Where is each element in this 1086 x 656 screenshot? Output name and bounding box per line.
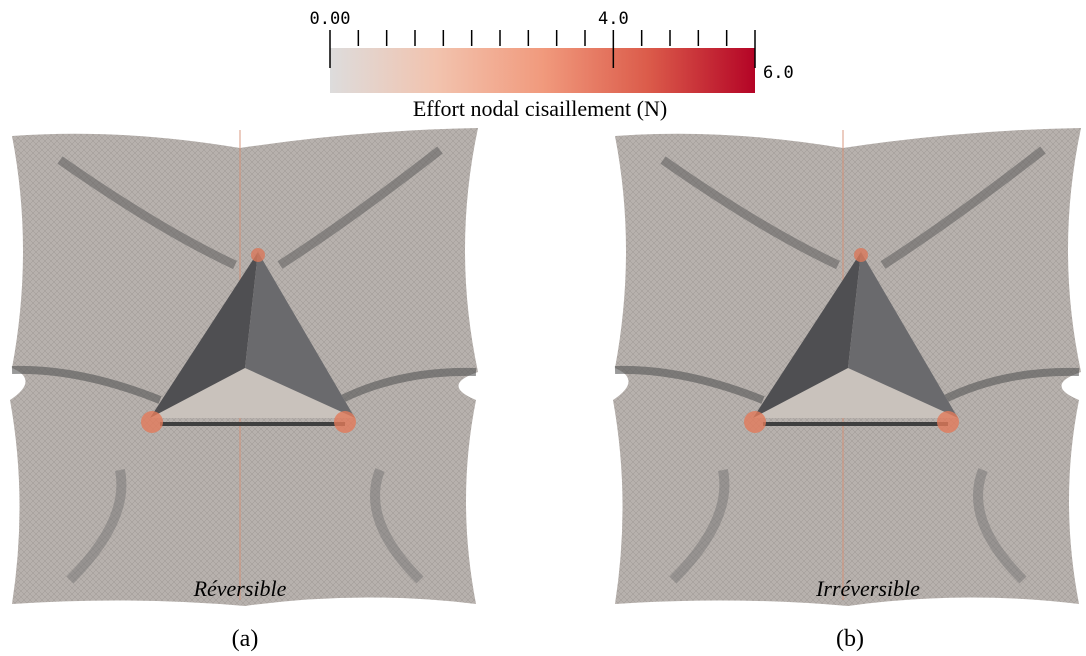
panel-label: (a) — [232, 626, 259, 652]
colorbar-title: Effort nodal cisaillement (N) — [413, 96, 667, 121]
tick-label: 4.0 — [598, 9, 629, 29]
tick-label: 6.0 — [763, 63, 794, 83]
simulation-image — [613, 128, 1081, 606]
panel-caption: Irréversible — [815, 576, 920, 601]
colorbar — [330, 48, 755, 93]
simulation-image — [10, 128, 478, 606]
panel-label: (b) — [836, 626, 864, 652]
panel-caption: Réversible — [193, 576, 287, 601]
tick-label: 0.00 — [310, 9, 351, 29]
